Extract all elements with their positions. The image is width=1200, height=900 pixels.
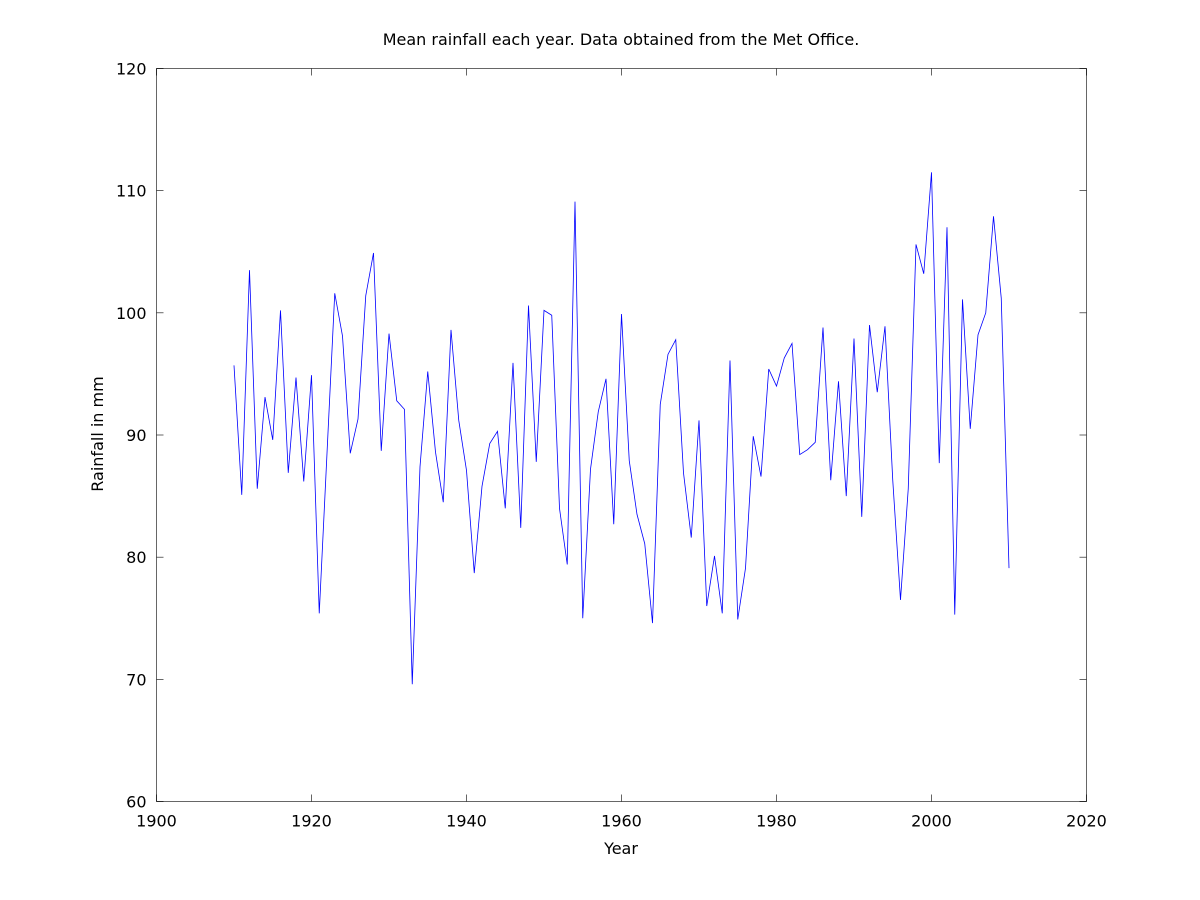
plot-frame [156,68,1087,802]
x-tick-label: 1980 [756,812,797,831]
y-axis-label: Rainfall in mm [88,376,107,491]
series-line [233,172,1010,685]
y-tick-label: 70 [126,670,146,689]
y-tick-label: 120 [116,60,147,79]
x-tick-label: 1940 [446,812,487,831]
y-tick-label: 110 [116,182,147,201]
x-tick-label: 1900 [136,812,177,831]
x-tick-label: 2020 [1066,812,1107,831]
plot-area: 1900 1920 1940 1960 1980 2000 2020 60 70 80 90 100 1… [116,60,1107,831]
x-tick-label: 1920 [291,812,332,831]
chart-title: Mean rainfall each year. Data obtained f… [383,30,860,49]
x-axis-label: Year [603,839,638,858]
y-tick-label: 60 [126,793,146,812]
y-tick-label: 100 [116,304,147,323]
y-tick-label: 80 [126,548,146,567]
y-tick-label: 90 [126,426,146,445]
x-tick-label: 2000 [911,812,952,831]
x-tick-label: 1960 [601,812,642,831]
